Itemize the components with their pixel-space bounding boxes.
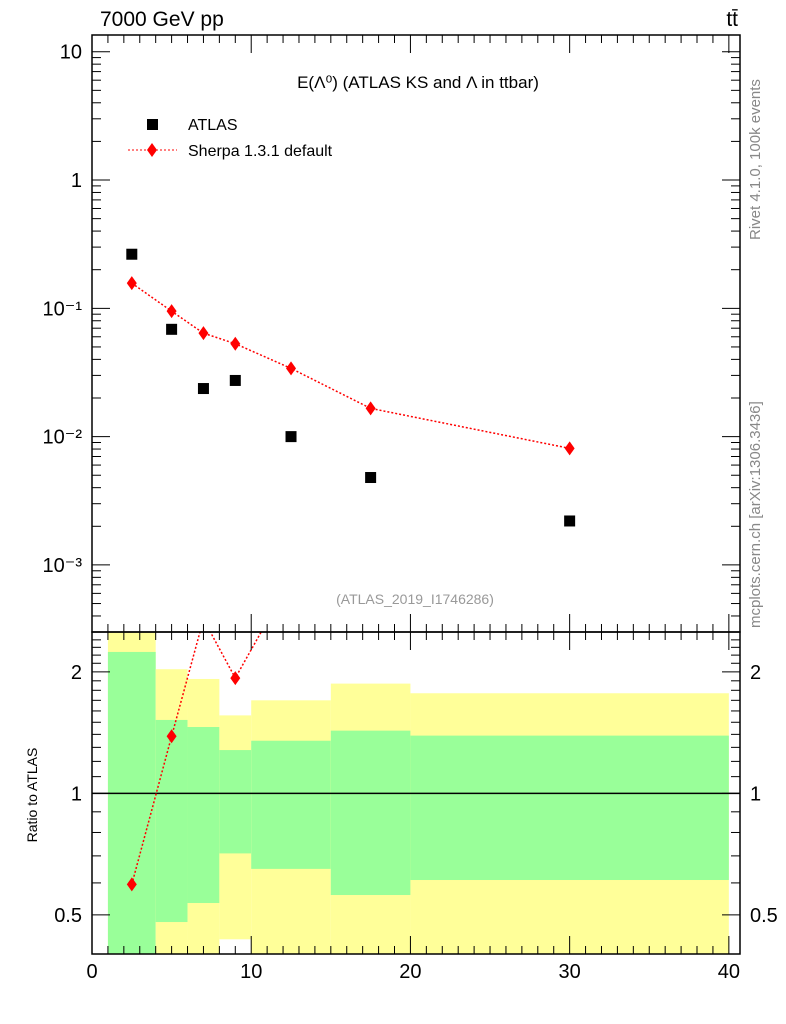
legend-sherpa-label: Sherpa 1.3.1 default bbox=[188, 143, 333, 160]
rivet-label: Rivet 4.1.0, 100k events bbox=[747, 79, 764, 240]
atlas-point bbox=[285, 431, 297, 443]
atlas-point bbox=[197, 383, 209, 395]
ratio-y-tick-label: 2 bbox=[71, 662, 82, 684]
x-tick-label: 10 bbox=[240, 961, 262, 983]
sherpa-point bbox=[166, 304, 177, 319]
sherpa-point bbox=[198, 326, 209, 341]
sherpa-point bbox=[365, 401, 376, 416]
ratio-band-green bbox=[410, 735, 729, 881]
header-right: tt̄ bbox=[726, 8, 738, 31]
ratio-band-green bbox=[155, 719, 188, 923]
sherpa-point bbox=[564, 441, 575, 456]
x-tick-label: 20 bbox=[399, 961, 421, 983]
ratio-y-tick-label-right: 1 bbox=[750, 783, 761, 805]
ratio-y-tick-label: 1 bbox=[71, 783, 82, 805]
sherpa-line bbox=[131, 282, 570, 450]
legend-atlas-marker bbox=[147, 119, 158, 130]
ratio-band-green bbox=[107, 651, 156, 954]
ratio-band-green bbox=[219, 750, 252, 854]
x-tick-label: 40 bbox=[718, 961, 740, 983]
header-left: 7000 GeV pp bbox=[100, 8, 224, 31]
ratio-sherpa-point bbox=[166, 729, 177, 744]
sherpa-point bbox=[286, 361, 297, 376]
y-tick-label: 1 bbox=[71, 170, 82, 192]
atlas-point bbox=[564, 515, 576, 527]
ratio-band-green bbox=[251, 740, 331, 869]
ratio-sherpa-point bbox=[565, 558, 575, 572]
y-tick-label: 10⁻¹ bbox=[43, 298, 83, 320]
ratio-y-tick-label: 0.5 bbox=[54, 905, 82, 927]
atlas-point bbox=[126, 248, 138, 260]
atlas-point bbox=[166, 323, 178, 335]
atlas-point bbox=[365, 472, 377, 484]
ratio-y-tick-label-right: 2 bbox=[750, 662, 761, 684]
sherpa-point bbox=[230, 336, 241, 351]
y-tick-label: 10⁻³ bbox=[43, 555, 83, 577]
ratio-sherpa-point bbox=[230, 671, 241, 686]
sherpa-point bbox=[126, 276, 137, 291]
ratio-ylabel: Ratio to ATLAS bbox=[24, 748, 40, 843]
ratio-band-green bbox=[330, 730, 411, 896]
y-tick-label: 10 bbox=[60, 42, 82, 64]
x-tick-label: 30 bbox=[559, 961, 581, 983]
x-tick-label: 0 bbox=[86, 961, 97, 983]
ratio-sherpa-point bbox=[126, 877, 137, 892]
atlas-point bbox=[229, 374, 241, 386]
legend-atlas-label: ATLAS bbox=[188, 117, 238, 134]
ratio-band-green bbox=[187, 727, 220, 904]
ratio-y-tick-label-right: 0.5 bbox=[750, 905, 778, 927]
ratio-sherpa-point bbox=[366, 569, 376, 583]
y-tick-label: 10⁻² bbox=[43, 427, 83, 449]
analysis-label: (ATLAS_2019_I1746286) bbox=[336, 591, 494, 607]
legend-sherpa-marker bbox=[147, 143, 157, 157]
chart-title: E(Λ⁰) (ATLAS KS and Λ in ttbar) bbox=[297, 73, 539, 92]
mcplots-label: mcplots.cern.ch [arXiv:1306.3436] bbox=[747, 401, 764, 628]
ratio-sherpa-point bbox=[286, 572, 296, 586]
